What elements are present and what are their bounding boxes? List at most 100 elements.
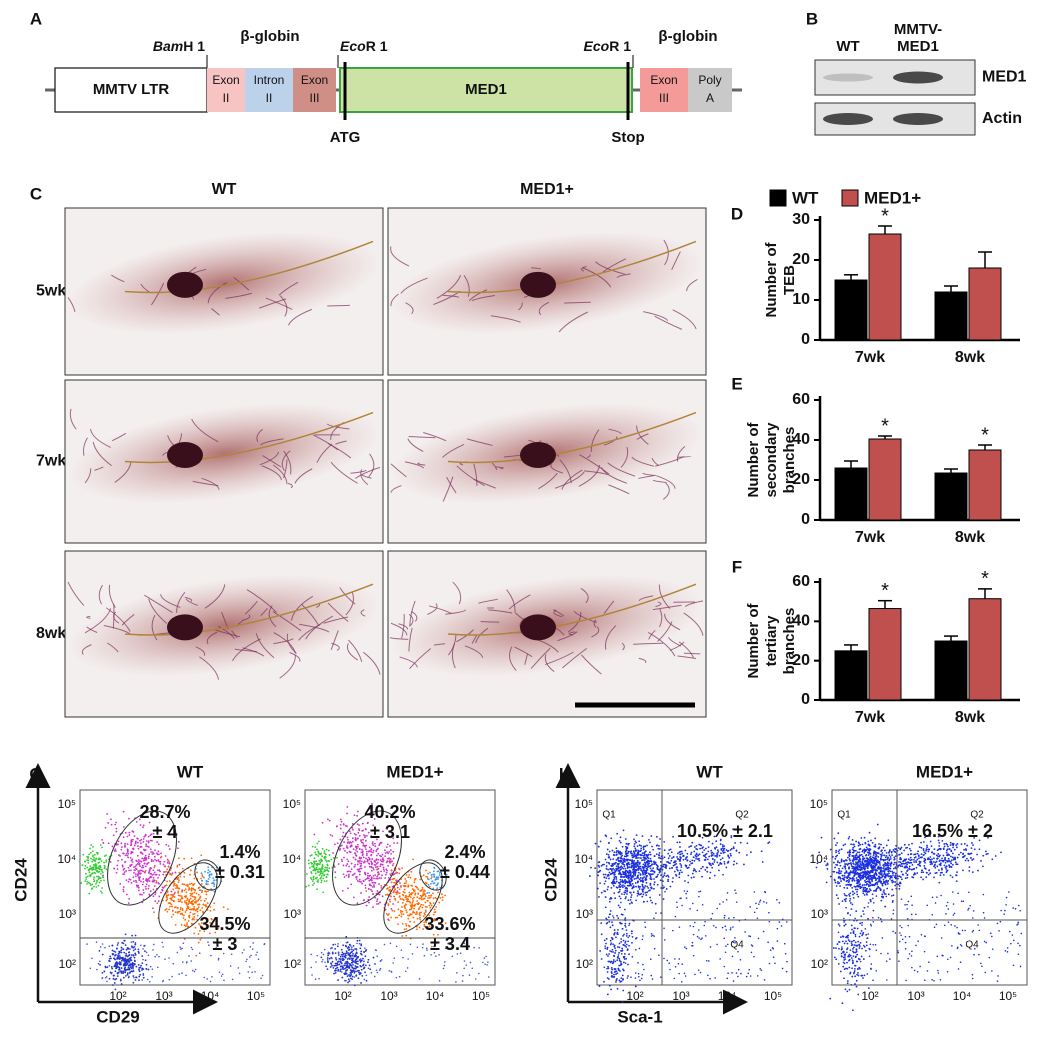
event-dot: [420, 903, 423, 906]
event-dot: [622, 989, 625, 992]
event-dot: [901, 865, 904, 868]
event-dot: [183, 857, 186, 860]
lane-label: MED1: [897, 38, 939, 55]
event-dot: [326, 968, 329, 971]
event-dot: [346, 858, 349, 861]
duct: [562, 648, 588, 669]
construct-segment: [688, 68, 732, 112]
event-dot: [607, 853, 610, 856]
event-dot: [173, 896, 176, 898]
event-dot: [684, 975, 687, 977]
event-dot: [405, 934, 408, 937]
event-dot: [684, 849, 687, 852]
event-dot: [349, 943, 351, 946]
gate: [107, 810, 177, 906]
event-dot: [416, 896, 419, 899]
event-dot: [360, 944, 363, 947]
event-dot: [626, 852, 629, 855]
event-dot: [350, 868, 353, 871]
event-dot: [778, 921, 781, 923]
duct: [408, 627, 413, 652]
event-dot: [362, 829, 364, 832]
event-dot: [614, 861, 617, 864]
event-dot: [345, 950, 348, 953]
event-dot: [840, 848, 843, 851]
event-dot: [429, 906, 432, 909]
event-dot: [663, 849, 666, 852]
event-dot: [353, 814, 356, 817]
event-dot: [345, 935, 348, 938]
duct: [281, 450, 291, 472]
event-dot: [168, 908, 170, 911]
beta-globin-label: β-globin: [658, 28, 717, 45]
stain: [66, 231, 382, 335]
event-dot: [194, 897, 197, 899]
event-dot: [325, 860, 328, 863]
event-dot: [695, 870, 697, 873]
event-dot: [609, 868, 612, 870]
event-dot: [604, 873, 607, 876]
event-dot: [142, 881, 145, 883]
event-dot: [351, 837, 354, 840]
event-dot: [349, 832, 352, 835]
event-dot: [607, 960, 610, 963]
event-dot: [166, 898, 169, 901]
event-dot: [596, 887, 599, 890]
event-dot: [633, 850, 635, 853]
event-dot: [362, 844, 365, 847]
event-dot: [152, 829, 155, 832]
event-dot: [161, 888, 164, 891]
protein-label: MED1: [982, 69, 1027, 86]
event-dot: [781, 967, 784, 970]
event-dot: [112, 977, 115, 980]
event-dot: [198, 889, 201, 892]
event-dot: [874, 863, 877, 866]
flow-plot: [815, 789, 1028, 1012]
event-dot: [667, 861, 670, 864]
event-dot: [105, 854, 107, 857]
event-dot: [356, 863, 359, 866]
event-dot: [132, 970, 135, 972]
event-dot: [389, 888, 392, 891]
event-dot: [114, 848, 117, 851]
event-dot: [621, 978, 624, 981]
event-dot: [139, 839, 141, 842]
event-dot: [701, 851, 704, 854]
event-dot: [313, 882, 316, 885]
duct: [287, 482, 293, 489]
event-dot: [657, 873, 659, 876]
event-dot: [372, 893, 375, 895]
event-dot: [640, 844, 643, 847]
duct: [643, 311, 669, 321]
event-dot: [208, 932, 211, 935]
event-dot: [616, 832, 619, 835]
event-dot: [598, 866, 601, 868]
event-dot: [654, 902, 657, 905]
event-dot: [397, 892, 400, 894]
event-dot: [192, 903, 195, 906]
event-dot: [360, 856, 363, 859]
event-dot: [437, 933, 439, 936]
event-dot: [438, 953, 440, 956]
event-dot: [206, 978, 208, 980]
event-dot: [260, 977, 262, 980]
event-dot: [764, 890, 766, 893]
event-dot: [310, 871, 312, 873]
event-dot: [695, 855, 697, 858]
duct: [605, 625, 617, 650]
event-dot: [358, 856, 361, 859]
event-dot: [619, 857, 622, 860]
event-dot: [149, 839, 152, 842]
event-dot: [138, 975, 141, 978]
event-dot: [619, 886, 622, 888]
event-dot: [357, 810, 359, 813]
event-dot: [380, 870, 382, 873]
event-dot: [322, 953, 325, 956]
duct: [578, 464, 600, 487]
event-dot: [892, 848, 895, 851]
event-dot: [119, 956, 121, 959]
event-dot: [626, 881, 629, 883]
gate-percent: 33.6%: [424, 914, 475, 934]
event-dot: [620, 938, 623, 940]
event-dot: [658, 894, 661, 896]
